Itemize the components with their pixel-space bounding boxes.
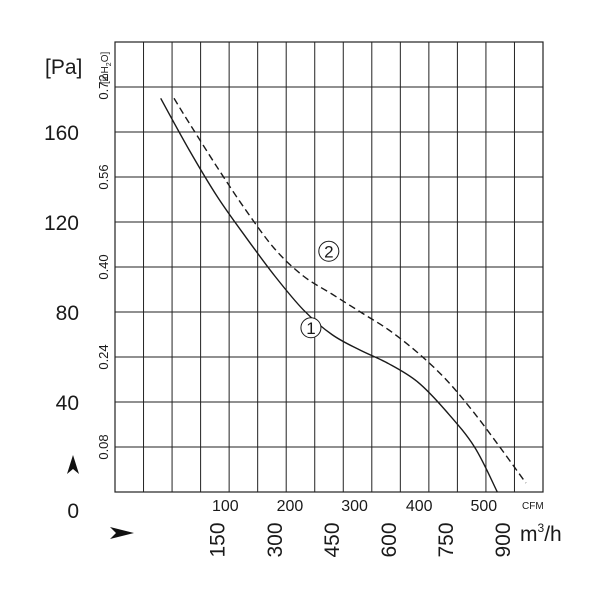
- pa-tick-label: 0: [67, 500, 79, 523]
- axis-labels: [Pa] [inH2O] CFM m3/h: [45, 52, 562, 546]
- series-labels: 12: [300, 240, 340, 339]
- pa-tick-label: 40: [56, 392, 79, 415]
- inh2o-unit-end: O]: [100, 52, 111, 63]
- series-marker-label-2: 2: [324, 242, 333, 261]
- pa-unit-label: [Pa]: [45, 56, 82, 79]
- m3h-tick-label: 750: [435, 522, 458, 557]
- m3h-tick-label: 900: [492, 522, 515, 557]
- inh2o-unit-main: [inH: [100, 66, 111, 84]
- series-curve-2: [173, 97, 527, 484]
- inh2o-tick-label: 0.24: [96, 344, 111, 369]
- cfm-tick-label: 300: [341, 498, 368, 515]
- grid: [114, 41, 544, 493]
- tick-labels: 0 40 80 120 160 0.08 0.24 0.40 0.56 0.72 100 200 300…: [44, 74, 515, 557]
- m3h-unit-label: m3/h: [520, 521, 562, 546]
- m3h-tick-label: 450: [321, 522, 344, 557]
- m3h-tick-label: 300: [264, 522, 287, 557]
- m3h-unit-end: /h: [544, 523, 562, 546]
- m3h-unit-sup: 3: [538, 521, 545, 535]
- pa-tick-label: 160: [44, 122, 79, 145]
- pa-tick-label: 120: [44, 212, 79, 235]
- inh2o-tick-label: 0.56: [96, 164, 111, 189]
- cfm-unit-label: CFM: [522, 501, 544, 512]
- series: [160, 97, 527, 493]
- inh2o-tick-label: 0.08: [96, 434, 111, 459]
- m3h-unit-main: m: [520, 523, 538, 546]
- m3h-tick-label: 150: [207, 522, 230, 557]
- y-axis-arrow-icon: [67, 455, 79, 474]
- m3h-tick-label: 600: [378, 522, 401, 557]
- cfm-tick-label: 400: [406, 498, 433, 515]
- series-curve-1: [160, 97, 498, 493]
- inh2o-tick-label: 0.72: [96, 74, 111, 99]
- cfm-tick-label: 100: [212, 498, 239, 515]
- cfm-tick-label: 200: [277, 498, 304, 515]
- inh2o-tick-label: 0.40: [96, 254, 111, 279]
- series-marker-circle-2: [318, 240, 340, 262]
- pa-tick-label: 80: [56, 302, 79, 325]
- series-marker-label-1: 1: [306, 319, 315, 338]
- x-axis-arrow-icon: [110, 527, 134, 539]
- inh2o-unit-sub: 2: [106, 62, 113, 66]
- series-marker-circle-1: [300, 317, 322, 339]
- inh2o-unit-label: [inH2O]: [100, 52, 113, 84]
- cfm-tick-label: 500: [470, 498, 497, 515]
